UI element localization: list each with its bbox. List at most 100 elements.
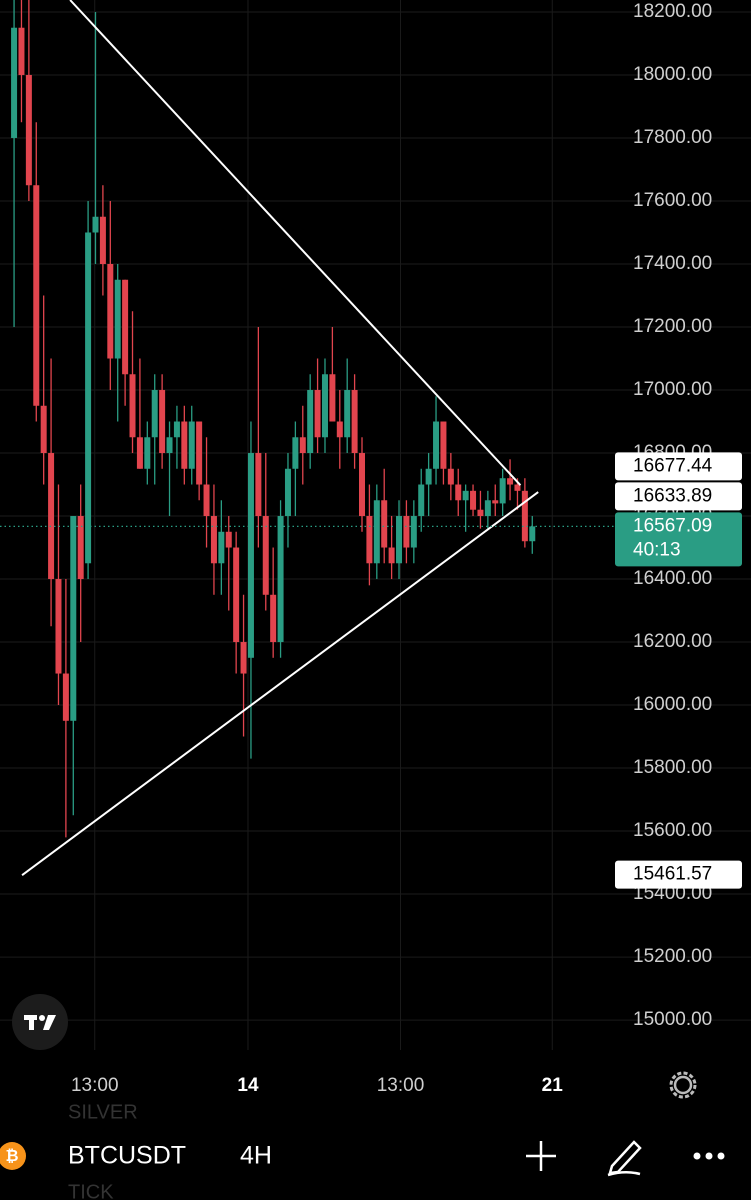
candle-body [92,216,99,233]
draw-button[interactable] [607,1140,642,1177]
candle-body [233,547,240,643]
svg-text:₿: ₿ [5,1147,18,1165]
candle-body [299,437,306,454]
candle-body [529,526,536,542]
candle-body [210,516,217,564]
candle-body [425,468,432,485]
price-badge-label: 16677.44 [633,455,713,476]
candle-body [381,500,388,548]
last-price-badge [615,512,742,567]
price-badge-label: 16633.89 [633,485,712,506]
candle-body [499,478,506,504]
candle-body [336,421,343,438]
candle-body [240,642,247,674]
candle-body [277,516,284,643]
candle-body [166,437,173,454]
candle-body [292,437,299,469]
y-tick-label: 17400.00 [633,253,712,274]
interval[interactable]: 4H [240,1142,272,1170]
candle-body [388,547,395,564]
candle-body [492,500,499,504]
candle-body [85,232,92,564]
candle-body [351,390,358,454]
y-tick-label: 15600.00 [633,820,712,841]
watermark: SILVER [68,1101,138,1123]
candle-body [136,437,143,469]
more-button[interactable] [693,1152,725,1160]
add-button[interactable] [526,1141,556,1171]
x-tick-label: 21 [542,1075,564,1096]
candle-body [62,673,69,721]
candle-body [203,484,210,517]
y-tick-label: 17800.00 [633,127,712,148]
y-tick-label: 18200.00 [633,1,712,22]
plot [0,0,615,876]
candle-body [477,509,484,517]
y-tick-label: 17200.00 [633,316,712,337]
candle-body [447,468,454,485]
candle-body [507,478,514,485]
candle-body [159,390,166,454]
candle-body [11,27,18,138]
candle-body [396,516,403,564]
candle-body [18,27,25,75]
price-badge [615,452,742,481]
candle-body [262,516,269,595]
candle-body [359,453,366,517]
candle-body [284,468,291,517]
y-tick-label: 15800.00 [633,757,712,778]
settings-icon[interactable] [669,1071,697,1099]
candle-body [462,490,469,501]
watermark: TICK [68,1181,114,1200]
candle-body [40,405,47,454]
y-tick-label: 15000.00 [633,1009,712,1030]
candle-body [247,453,254,658]
candle-body [107,263,114,359]
candle-body [321,374,328,438]
last-price-label: 16567.09 [633,515,712,536]
candle-body [25,74,32,186]
candle-body [403,516,410,548]
candle-body [373,500,380,564]
candle-body [144,437,151,469]
price-axis: 15000.0015200.0015400.0015600.0015800.00… [71,1,742,1096]
candle-body [514,484,521,491]
candle-body [218,531,225,564]
candle-body [114,279,121,359]
candle-body [307,390,314,454]
candle-body [225,531,232,548]
candle-body [181,421,188,469]
candle-body [188,421,195,469]
candle-body [99,216,106,264]
tv-logo [12,994,68,1050]
candle-body [270,594,277,643]
candle-body [151,390,158,438]
x-tick-label: 14 [237,1075,259,1096]
candle-body [366,516,373,564]
trend-line [21,491,539,876]
candle-body [314,390,321,438]
candle-body [418,484,425,517]
candle-body [470,490,477,510]
candle-body [129,374,136,438]
candle-body [484,500,491,517]
candle-body [521,490,528,542]
y-tick-label: 17600.00 [633,190,712,211]
candle-body [410,516,417,548]
y-tick-label: 17000.00 [633,379,712,400]
candle-body [122,279,129,375]
symbol[interactable]: BTCUSDT [68,1142,186,1170]
y-tick-label: 15200.00 [633,946,712,967]
price-badge [615,860,742,889]
candle-body [173,421,180,438]
x-tick-label: 13:00 [377,1075,425,1096]
candle-body [70,516,77,721]
candle-body [196,421,203,485]
y-tick-label: 16400.00 [633,568,712,589]
y-tick-label: 16000.00 [633,694,712,715]
candle-body [33,185,40,406]
candle-body [344,390,351,438]
price-badge-label: 15461.57 [633,864,712,885]
